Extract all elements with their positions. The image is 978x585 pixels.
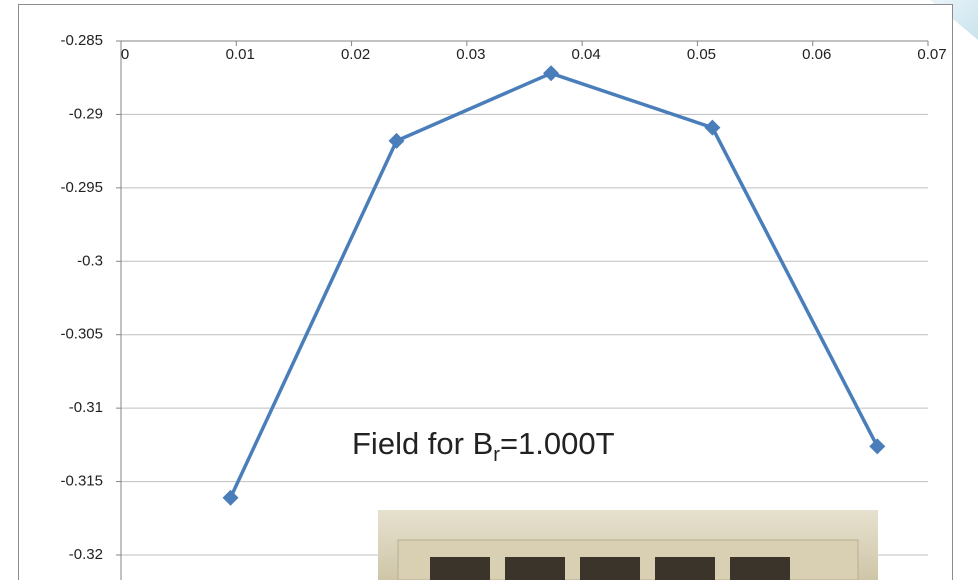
y-tick-label: -0.32 [69, 546, 103, 563]
x-tick-label: 0.07 [917, 46, 946, 63]
y-tick-label: -0.315 [60, 473, 103, 490]
x-tick-label: 0.06 [802, 46, 831, 63]
chart-frame [19, 5, 953, 581]
y-tick-label: -0.29 [69, 105, 103, 122]
annotation-suffix: =1.000T [500, 426, 615, 461]
x-tick-label: 0.04 [572, 46, 601, 63]
page: {"chart_data": {"type": "line", "x": [0.… [0, 0, 978, 580]
y-tick-label: -0.305 [60, 326, 103, 343]
x-tick-label: 0.01 [226, 46, 255, 63]
x-tick-label: 0 [121, 46, 129, 63]
x-tick-label: 0.02 [341, 46, 370, 63]
annotation: Field for Br=1.000T [352, 426, 615, 466]
y-tick-label: -0.295 [60, 179, 103, 196]
y-tick-label: -0.31 [69, 399, 103, 416]
chart: -0.285 -0.29 -0.295 -0.3 -0.305 -0.31 -0.315 -0… [0, 0, 978, 580]
annotation-text: Field for B [352, 426, 493, 461]
y-tick-label: -0.285 [60, 32, 103, 49]
y-tick-label: -0.3 [77, 252, 103, 269]
x-tick-label: 0.03 [456, 46, 485, 63]
x-tick-label: 0.05 [687, 46, 716, 63]
photo [378, 510, 878, 580]
